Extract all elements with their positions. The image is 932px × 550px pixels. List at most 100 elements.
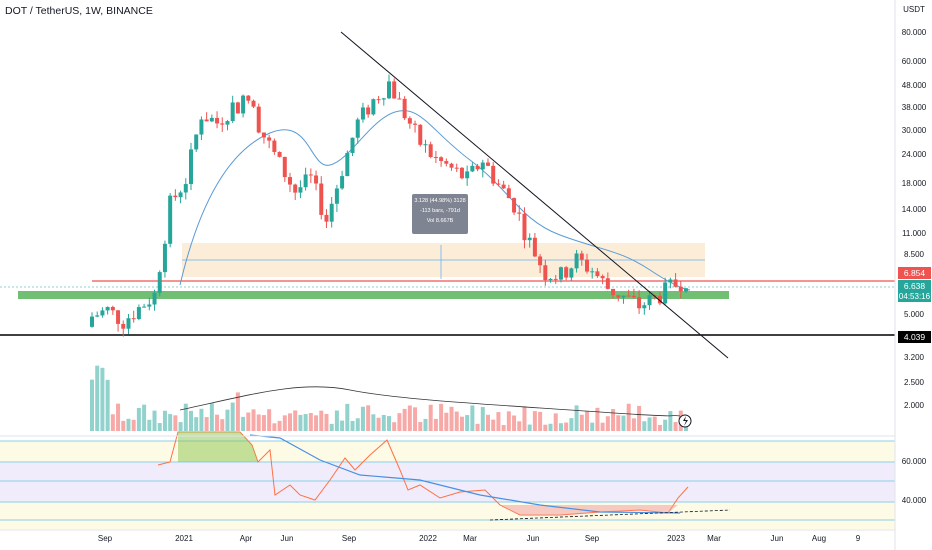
price-label: 60.000	[901, 57, 927, 66]
rsi-divergence-line	[489, 509, 731, 521]
downtrend-line	[340, 31, 729, 359]
candle-body	[506, 188, 511, 199]
volume-bar	[647, 417, 652, 431]
candle-body	[402, 98, 407, 119]
volume-ma-line	[179, 386, 681, 417]
candle-body	[199, 119, 204, 135]
volume-bar	[209, 403, 214, 431]
rsi-ma-line	[249, 434, 681, 514]
candle-body	[574, 253, 579, 269]
volume-bar	[480, 407, 485, 431]
volume-bar	[590, 422, 595, 431]
candle-body	[334, 188, 339, 204]
candle-body	[116, 310, 121, 324]
candle-body	[147, 304, 152, 307]
price-label: 30.000	[901, 126, 927, 135]
volume-bar	[152, 410, 157, 431]
time-label: Mar	[707, 534, 721, 543]
candle-body	[387, 81, 391, 99]
volume-bar	[256, 414, 261, 431]
volume-bar	[105, 379, 110, 431]
volume-bar	[465, 415, 470, 431]
volume-bar	[407, 405, 412, 431]
time-label: 2023	[667, 534, 685, 543]
volume-bar	[423, 418, 428, 431]
candle-body	[173, 195, 178, 198]
candle-body	[308, 174, 313, 176]
volume-bar	[663, 419, 668, 431]
candle-body	[194, 134, 199, 150]
candle-body	[486, 162, 490, 166]
volume-bar	[194, 417, 199, 431]
volume-bar	[110, 414, 115, 431]
volume-bar	[334, 410, 339, 431]
volume-bar	[626, 403, 631, 431]
volume-bar	[616, 415, 621, 431]
candle-body	[595, 271, 600, 277]
candle-body	[611, 288, 616, 296]
volume-bar	[183, 403, 188, 431]
trend-lines[interactable]	[340, 31, 729, 359]
candle-body	[121, 323, 126, 329]
volume-bar	[173, 415, 178, 431]
volume-bar	[475, 423, 480, 431]
volume-bar	[366, 405, 371, 431]
volume-bar	[532, 411, 537, 431]
candle-body	[673, 279, 678, 287]
volume-bar	[392, 422, 397, 431]
volume-bar	[340, 420, 345, 431]
volume-bar	[543, 424, 548, 431]
candle-body	[605, 278, 610, 289]
candle-body	[626, 295, 631, 297]
measure-tooltip: 3.128 (44.98%) 3128 -113 bars, -791d Vol…	[412, 194, 468, 234]
price-label: 48.000	[901, 81, 927, 90]
candle-body	[366, 107, 371, 115]
volume-bar	[157, 423, 162, 431]
candle-body	[532, 237, 537, 257]
volume-bar	[162, 410, 167, 431]
candle-body	[319, 183, 324, 215]
candle-body	[637, 297, 642, 309]
price-tag-black: 4.039	[898, 331, 931, 343]
candle-body	[136, 307, 141, 320]
candle-body	[189, 149, 193, 185]
price-label: 8.500	[903, 250, 925, 259]
time-label: Apr	[239, 534, 253, 543]
volume-bar	[189, 410, 193, 431]
candle-body	[512, 198, 517, 213]
candle-body	[678, 286, 683, 292]
volume-bars	[90, 365, 688, 431]
candle-body	[449, 163, 454, 168]
volume-bar	[397, 413, 402, 431]
candle-body	[647, 295, 652, 306]
rsi-background	[0, 440, 895, 529]
time-label: 2022	[419, 534, 437, 543]
volume-bar	[121, 420, 126, 431]
price-tag-red: 6.854	[898, 267, 931, 279]
ma-line	[179, 110, 691, 291]
rsi-line	[157, 431, 689, 516]
price-label: 24.000	[901, 150, 927, 159]
candle-body	[131, 318, 136, 320]
volume-bar	[282, 415, 287, 431]
candle-body	[230, 102, 235, 122]
candle-body	[381, 98, 386, 100]
candle-body	[454, 167, 459, 169]
candle-body	[663, 282, 668, 304]
candle-body	[548, 278, 553, 281]
candle-body	[256, 106, 261, 133]
volume-bar	[564, 422, 569, 431]
candle-body	[168, 195, 173, 244]
volume-bar	[168, 414, 173, 431]
volume-bar	[345, 403, 350, 431]
price-label: 14.000	[901, 205, 927, 214]
volume-bar	[230, 402, 235, 431]
time-label: Sep	[341, 534, 357, 543]
time-label: Sep	[97, 534, 113, 543]
candle-body	[209, 117, 214, 122]
volume-bar	[579, 414, 584, 431]
candle-body	[439, 157, 444, 162]
volume-bar	[376, 417, 381, 431]
volume-bar	[293, 410, 298, 431]
